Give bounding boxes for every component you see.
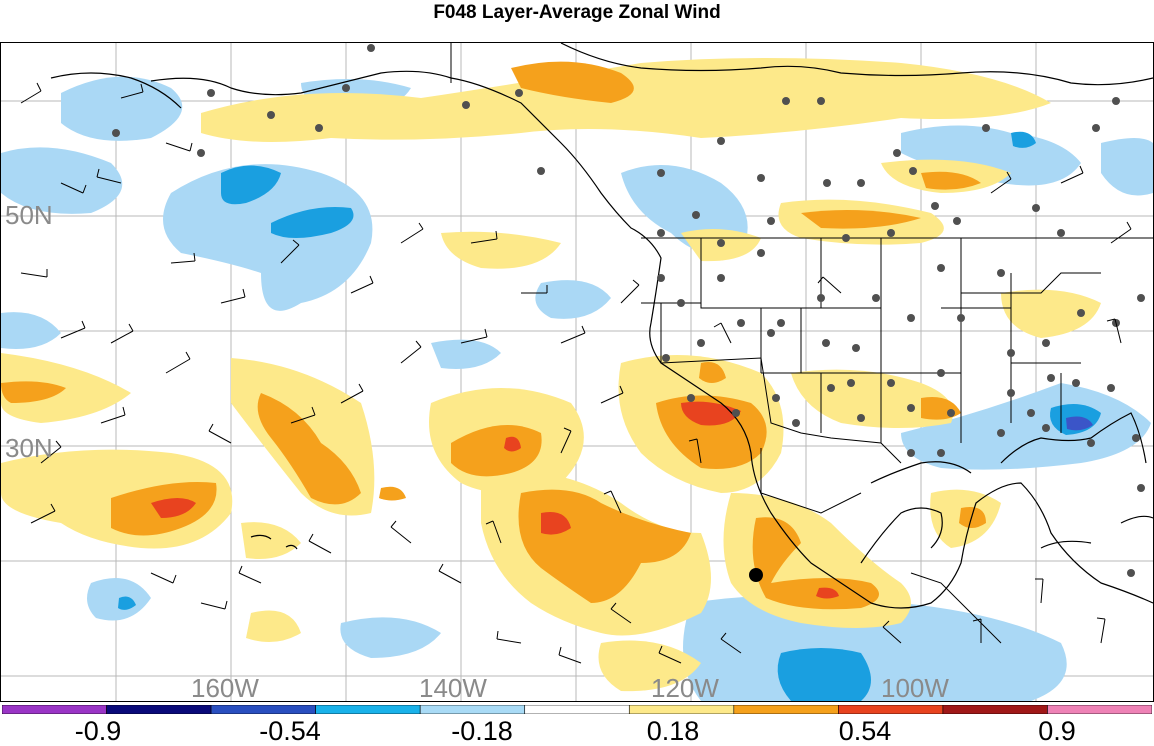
lon-label-140w: 140W [419,673,487,702]
lon-label-100w: 100W [881,673,949,702]
colorbar-cell [419,705,526,714]
colorbar-cell [942,705,1048,714]
colorbar-cell [106,705,212,714]
station-dots [112,44,1145,577]
map-panel: 50N 30N 160W 140W 120W 100W [0,42,1154,702]
colorbar-cell [210,705,316,714]
wind-barbs [20,82,1132,664]
colorbar-cell [2,705,107,714]
colorbar [2,705,1152,714]
lat-label-30n: 30N [5,433,53,463]
colorbar-tick-label: -0.54 [259,716,321,746]
map-title: F048 Layer-Average Zonal Wind [433,2,721,23]
colorbar-tick-label: 0.54 [838,716,892,746]
colorbar-tick-label: 0.18 [646,716,700,746]
colorbar-cell [524,705,630,714]
colorbar-cell [838,705,944,714]
deep-negative-wind-regions [1066,416,1093,431]
colorbar-cells [2,705,1152,714]
colorbar-tick-label: -0.18 [451,716,513,746]
lat-label-50n: 50N [5,200,53,230]
colorbar-tick-label: -0.9 [74,716,122,746]
colorbar-cell [628,705,735,714]
strong-positive-wind-regions [1,61,986,610]
colorbar-tick-label: 0.9 [1038,716,1076,746]
lon-label-120w: 120W [651,673,719,702]
lon-label-160w: 160W [191,673,259,702]
colorbar-cell [315,705,421,714]
colorbar-cell [1047,705,1152,714]
coastlines [50,43,1153,609]
colorbar-cell [733,705,839,714]
political-borders [450,43,1153,644]
map-canvas [1,43,1153,701]
storm-center-marker [749,568,763,582]
